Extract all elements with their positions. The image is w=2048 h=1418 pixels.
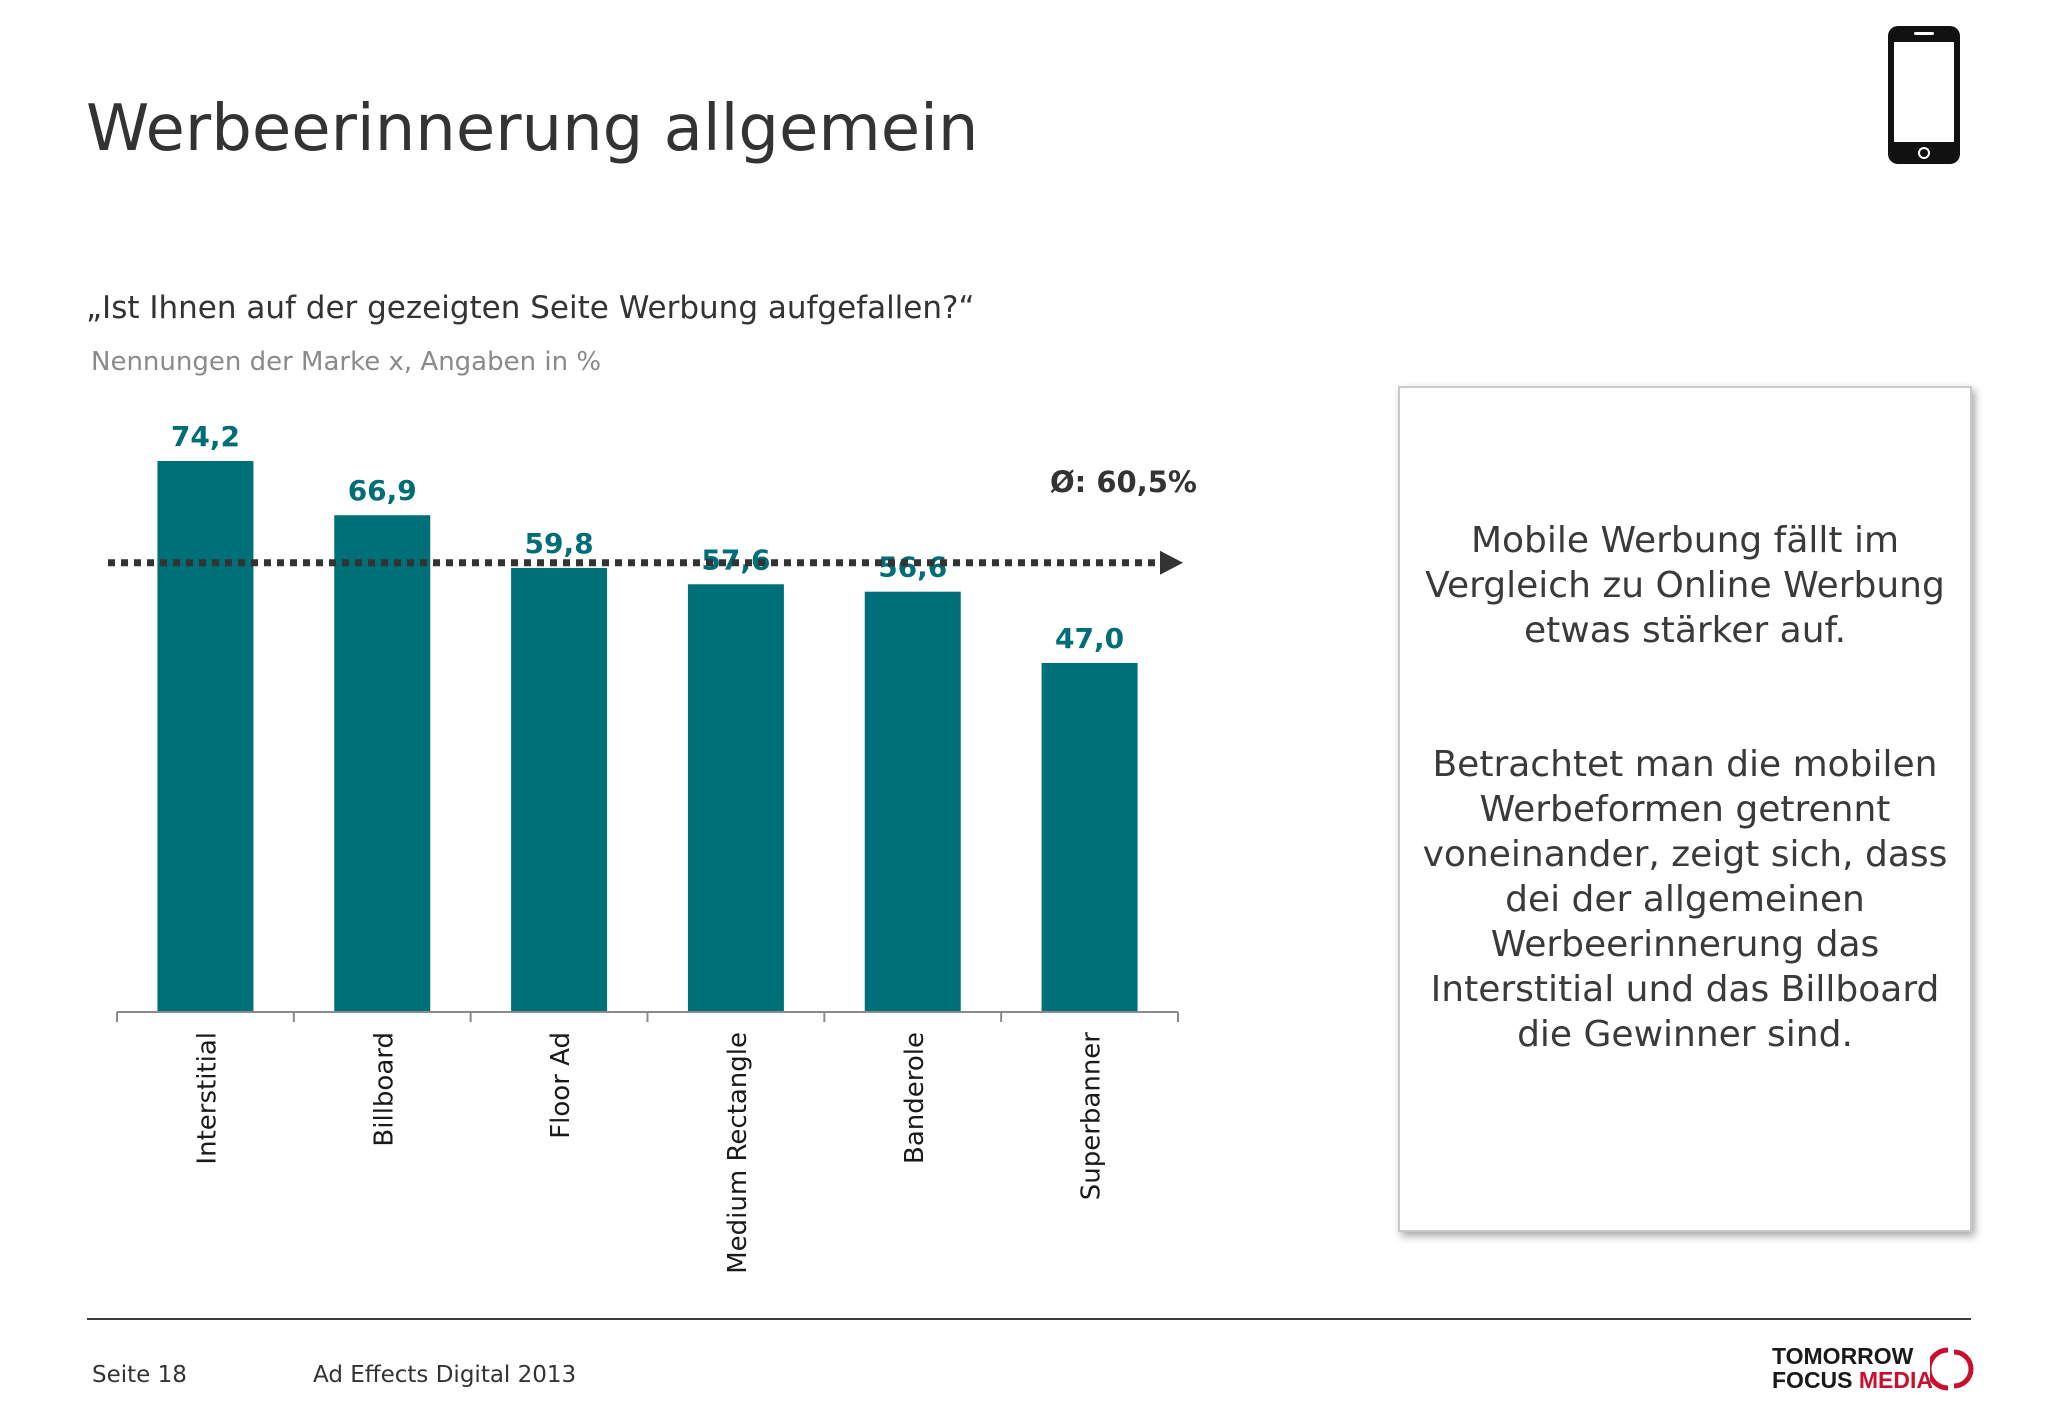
page-title: Werbeerinnerung allgemein — [86, 92, 979, 166]
bar-1 — [334, 515, 431, 1012]
footer-source: Ad Effects Digital 2013 — [313, 1362, 577, 1388]
bar-value-label-1: 66,9 — [348, 474, 417, 507]
page-number: Seite 18 — [92, 1362, 187, 1388]
logo-line-1: TOMORROW — [1772, 1343, 1914, 1369]
info-paragraph-1: Mobile Werbung fällt im Vergleich zu Onl… — [1425, 520, 1945, 651]
bar-3 — [687, 584, 784, 1012]
company-logo: TOMORROW FOCUS MEDIA — [1772, 1343, 1974, 1394]
bar-0 — [157, 461, 254, 1012]
average-arrow-icon — [1160, 550, 1183, 575]
bar-5 — [1041, 662, 1138, 1012]
category-label-2: Floor Ad — [546, 1032, 576, 1139]
category-label-3: Medium Rectangle — [723, 1032, 753, 1274]
chart-subnote: Nennungen der Marke x, Angaben in % — [91, 347, 602, 377]
bar-2 — [511, 567, 608, 1012]
footer-divider — [87, 1318, 1971, 1320]
bar-value-label-0: 74,2 — [171, 420, 240, 453]
smartphone-icon — [1884, 24, 1964, 170]
bar-value-label-2: 59,8 — [525, 527, 594, 560]
logo-ring-icon — [1930, 1347, 1974, 1391]
info-paragraph-2: Betrachtet man die mobilen Werbeformen g… — [1422, 744, 1948, 1055]
logo-word-media: MEDIA — [1858, 1367, 1934, 1393]
info-box: Mobile Werbung fällt im Vergleich zu Onl… — [1398, 386, 1972, 1232]
bar-chart: 74,2 Interstitial 66,9 Billboard 59,8 Floor A… — [108, 420, 1197, 1274]
bar-value-label-5: 47,0 — [1055, 622, 1124, 655]
bar-value-label-4: 56,6 — [878, 551, 947, 584]
category-label-0: Interstitial — [192, 1032, 222, 1165]
average-label: Ø: 60,5% — [1050, 465, 1197, 499]
logo-word-focus: FOCUS — [1772, 1367, 1859, 1393]
category-label-1: Billboard — [369, 1032, 399, 1147]
category-label-5: Superbanner — [1077, 1032, 1107, 1201]
bar-4 — [864, 591, 961, 1012]
category-label-4: Banderole — [900, 1032, 930, 1164]
logo-line-2: FOCUS MEDIA — [1772, 1368, 1933, 1392]
survey-question: „Ist Ihnen auf der gezeigten Seite Werbu… — [86, 290, 975, 326]
